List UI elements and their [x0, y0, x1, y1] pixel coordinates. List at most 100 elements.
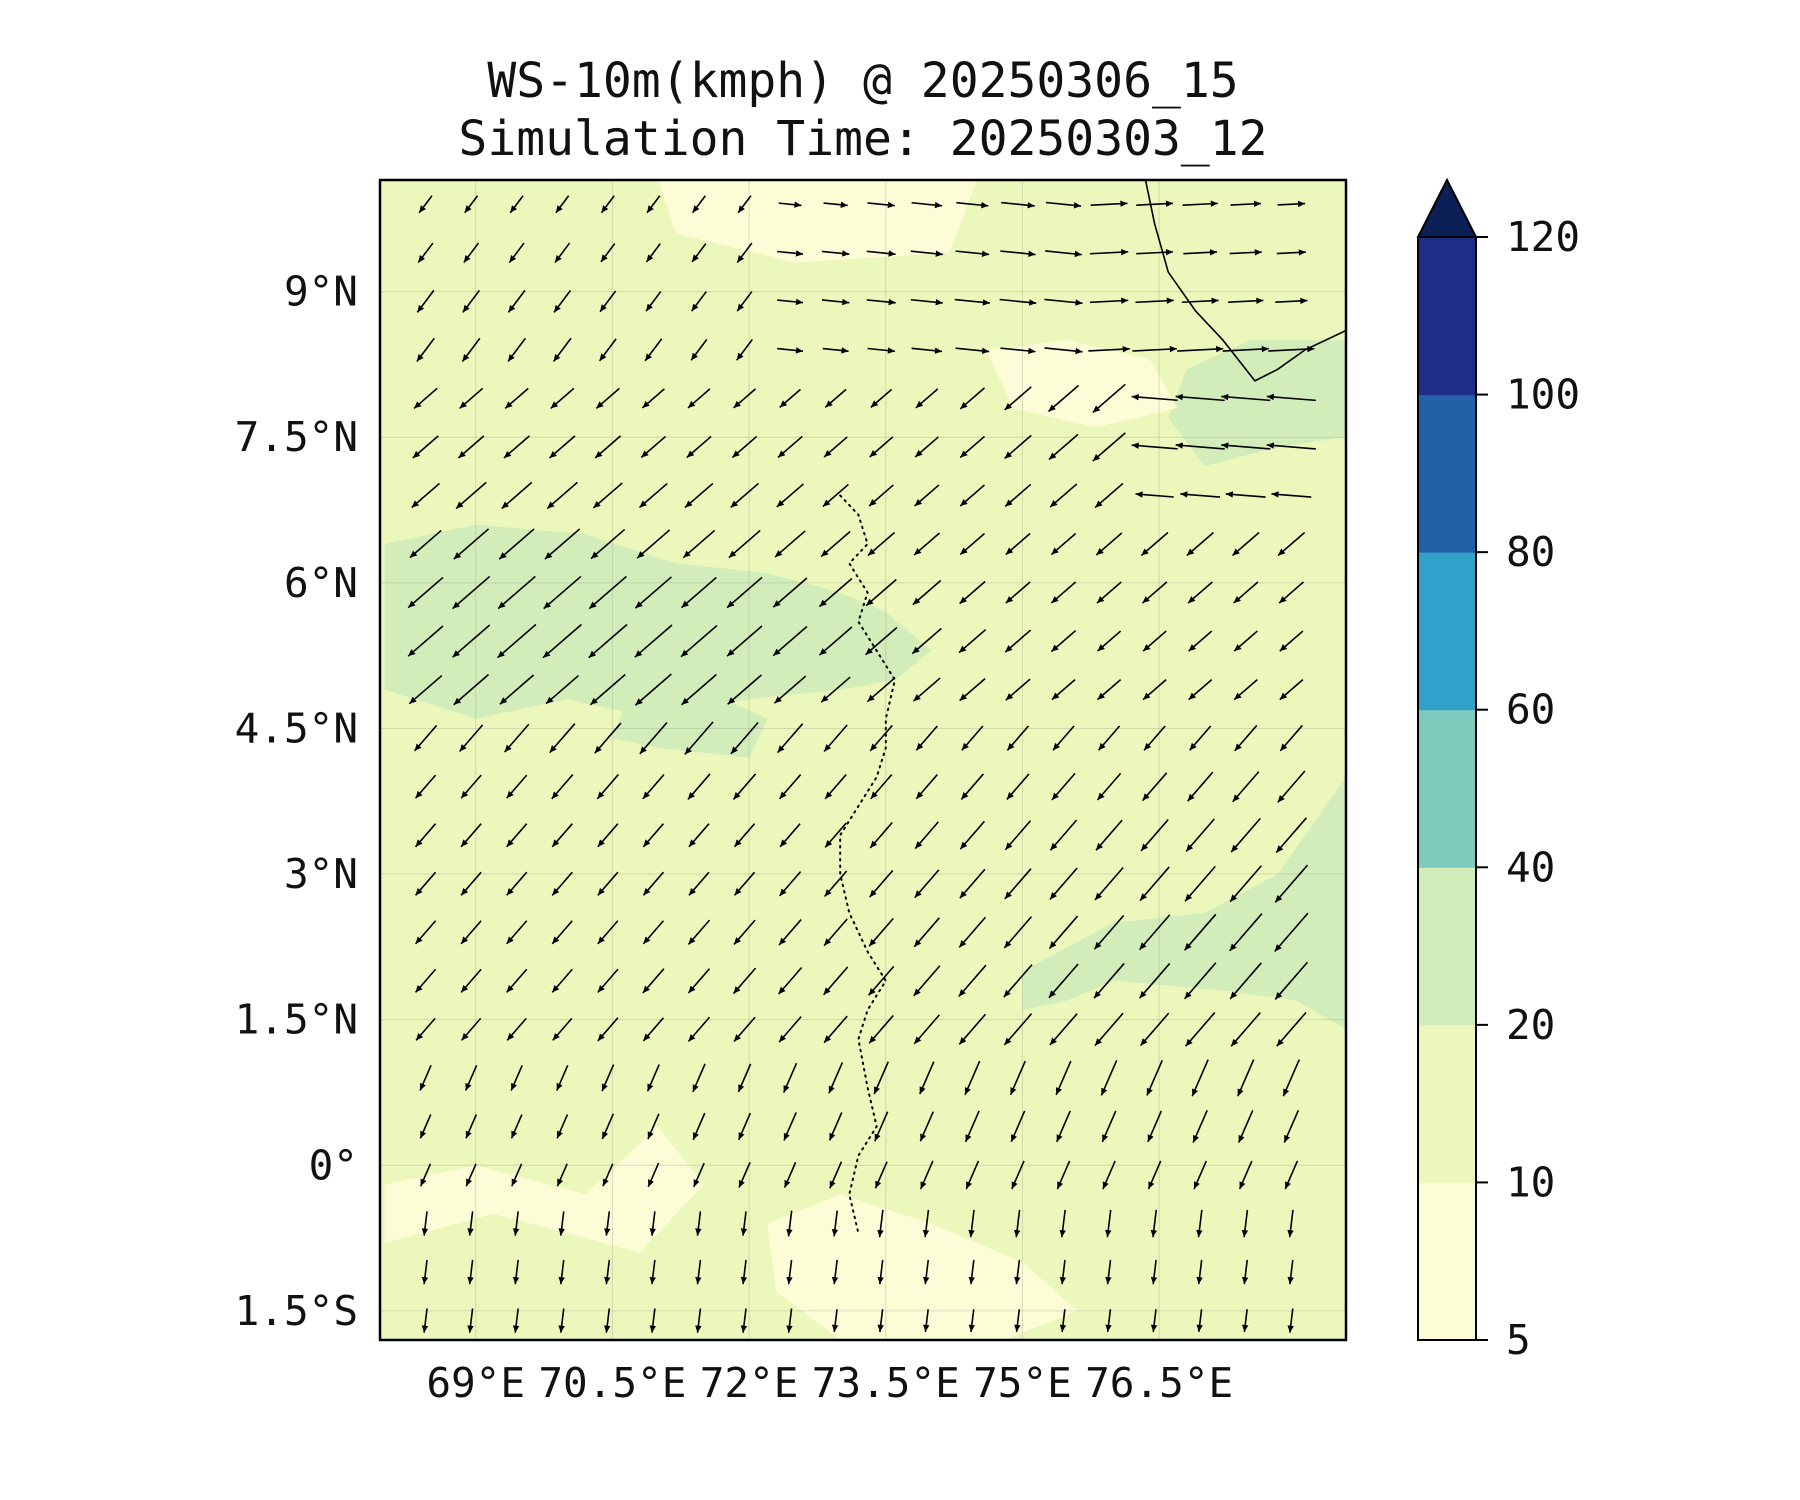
wind-vector: [1183, 962, 1217, 1000]
wind-vector: [1182, 200, 1218, 207]
wind-vector: [604, 1259, 611, 1285]
wind-vector: [958, 628, 987, 654]
wind-vector: [684, 482, 714, 509]
latitude-label: 4.5°N: [235, 704, 358, 752]
wind-vector: [820, 530, 851, 558]
wind-vector: [831, 1259, 839, 1285]
wind-vector: [1187, 771, 1214, 802]
wind-vector: [642, 774, 665, 800]
wind-vector: [1092, 432, 1126, 462]
wind-vector: [959, 387, 986, 410]
wind-vector: [1047, 384, 1080, 413]
wind-vector: [414, 871, 437, 896]
wind-vector: [1003, 916, 1033, 949]
wind-vector: [460, 871, 482, 896]
wind-vector: [824, 388, 847, 409]
wind-vector: [1131, 442, 1178, 450]
wind-vector: [413, 724, 438, 752]
wind-vector: [551, 968, 573, 993]
longitude-tick-labels: 69°E 70.5°E 72°E 73.5°E 75°E 76.5°E: [426, 1359, 1233, 1407]
wind-vector: [870, 388, 893, 409]
wind-vector: [1096, 581, 1122, 604]
wind-vector: [544, 528, 581, 560]
wind-vector: [913, 965, 941, 997]
colorbar: 5 10 20 40 60 80 100 120: [1416, 177, 1580, 1364]
wind-vector: [1048, 433, 1079, 461]
wind-vector: [1276, 249, 1306, 256]
wind-vector: [866, 250, 896, 257]
wind-vector: [1186, 531, 1215, 557]
wind-vector: [831, 1309, 839, 1333]
wind-vector: [867, 201, 895, 209]
wind-vector: [1005, 532, 1031, 556]
wind-vector: [1277, 770, 1306, 803]
wind-vector: [460, 823, 482, 848]
wind-vector: [549, 435, 576, 459]
wind-vector: [958, 1013, 987, 1045]
wind-vector: [506, 823, 528, 848]
wind-vector: [1241, 1259, 1249, 1285]
wind-vector: [732, 967, 757, 995]
wind-vector: [1146, 1060, 1164, 1096]
wind-vector: [877, 1209, 884, 1238]
wind-vector: [594, 435, 622, 459]
wind-vector: [510, 1114, 523, 1139]
wind-vector: [1005, 678, 1031, 701]
wind-vector: [1142, 678, 1167, 701]
wind-vector: [1005, 581, 1031, 604]
wind-vector: [915, 725, 938, 751]
wind-vector: [959, 820, 986, 850]
wind-vector: [740, 1211, 748, 1236]
longitude-label: 76.5°E: [1085, 1359, 1233, 1407]
wind-vector: [553, 289, 572, 313]
wind-vector: [778, 774, 802, 800]
wind-vector: [645, 243, 661, 263]
wind-vector: [460, 968, 482, 993]
wind-vector: [1234, 724, 1258, 752]
wind-vector: [786, 1210, 793, 1237]
wind-vector: [869, 821, 893, 849]
wind-vector: [646, 1064, 660, 1092]
wind-vector: [1266, 393, 1316, 402]
wind-vector: [600, 195, 615, 214]
wind-vector: [693, 1162, 705, 1188]
wind-vector: [511, 1163, 523, 1187]
gridlines: [380, 180, 1346, 1340]
wind-vector: [919, 1160, 934, 1190]
wind-vector: [959, 484, 986, 507]
wind-vector: [737, 195, 752, 214]
latitude-label: 0°: [309, 1141, 358, 1189]
wind-vector: [1052, 725, 1075, 751]
wind-vector: [1013, 1209, 1021, 1238]
wind-vector: [958, 916, 987, 948]
wind-vector: [818, 577, 853, 608]
colorbar-extend-triangle: [1416, 177, 1478, 238]
wind-vector: [642, 871, 665, 896]
field-region-stronger-band-southeast: [1022, 777, 1346, 1030]
wind-vector: [461, 1017, 482, 1041]
wind-vector: [968, 1259, 975, 1285]
wind-vector: [592, 482, 623, 509]
wind-vector: [730, 721, 759, 755]
wind-vector: [1279, 678, 1304, 701]
wind-vector: [873, 1061, 889, 1095]
wind-vector: [597, 1017, 619, 1042]
wind-vector: [868, 917, 894, 947]
wind-vector: [558, 1259, 565, 1285]
wind-vector: [419, 1163, 432, 1187]
wind-vector: [588, 575, 627, 610]
wind-vector: [913, 1014, 940, 1045]
wind-vector: [733, 919, 756, 945]
wind-vector: [1009, 1060, 1026, 1096]
wind-vector: [868, 965, 895, 996]
wind-vector: [1279, 724, 1303, 752]
wind-vector: [686, 435, 712, 459]
wind-vector: [457, 435, 485, 459]
wind-vector: [598, 338, 617, 362]
wind-vector: [1287, 1259, 1294, 1285]
wind-vector: [411, 482, 440, 509]
wind-vector: [680, 624, 718, 658]
wind-vector: [1278, 581, 1304, 604]
wind-vector: [1102, 1160, 1116, 1190]
wind-vector: [551, 823, 573, 848]
